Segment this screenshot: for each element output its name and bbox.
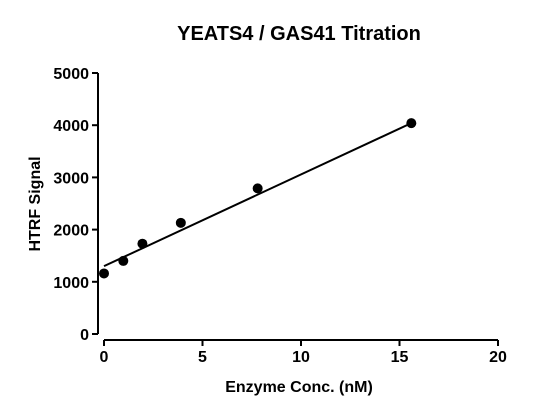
axes: 0 1000 2000 3000 4000 5000 0 5 10 15 20: [53, 66, 507, 366]
chart-title: YEATS4 / GAS41 Titration: [177, 23, 421, 45]
data-point: [118, 255, 129, 266]
x-tick-label: 0: [100, 349, 109, 366]
data-point: [175, 217, 186, 228]
y-axis-label: HTRF Signal: [27, 156, 44, 251]
x-axis-label: Enzyme Conc. (nM): [225, 379, 373, 396]
fit-line-layer: [103, 122, 412, 268]
y-tick-label: 2000: [53, 223, 89, 240]
x-tick-label: 5: [198, 349, 207, 366]
x-tick-label: 15: [391, 349, 409, 366]
data-points-layer: [99, 118, 417, 279]
fit-line: [103, 122, 412, 268]
x-tick-label: 10: [292, 349, 310, 366]
y-tick-label: 0: [80, 327, 89, 344]
data-point: [137, 238, 148, 249]
y-tick-label: 4000: [53, 118, 89, 135]
x-tick-label: 20: [489, 349, 507, 366]
data-point: [99, 268, 109, 279]
data-point: [406, 118, 417, 129]
y-tick-label: 1000: [53, 275, 89, 292]
y-tick-label: 5000: [53, 66, 89, 83]
y-tick-label: 3000: [53, 170, 89, 187]
data-point: [252, 183, 263, 194]
